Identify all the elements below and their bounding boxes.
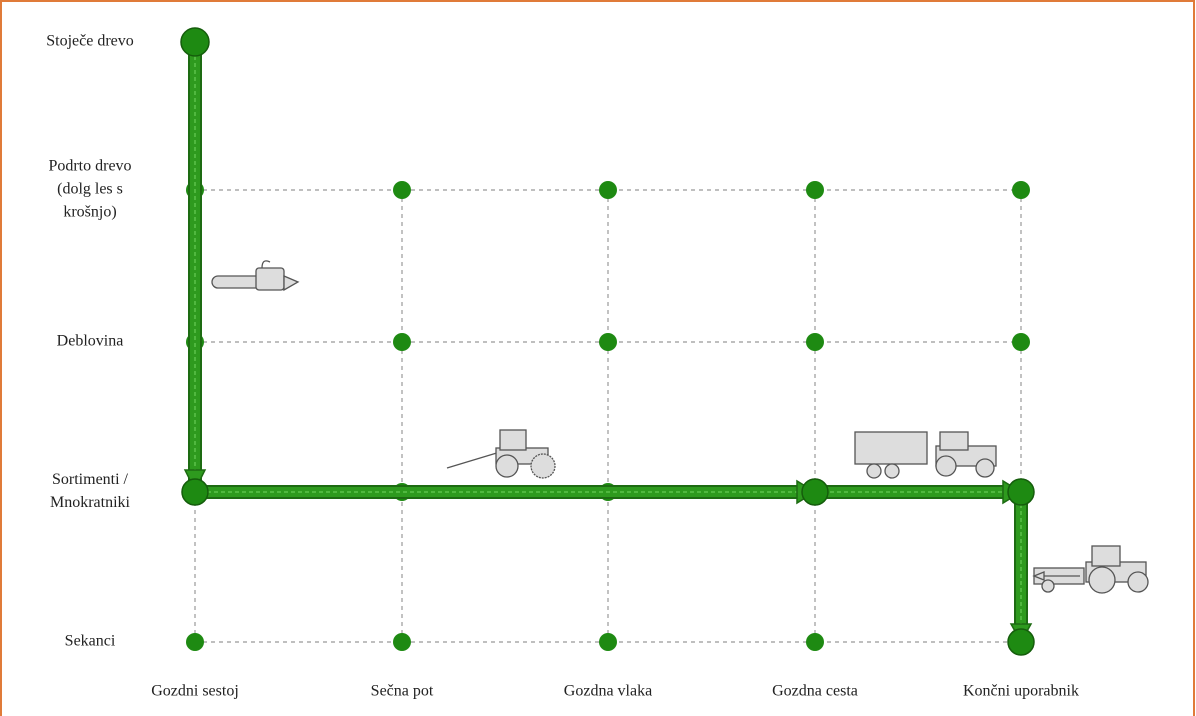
forwarder-icon: [446, 429, 556, 479]
row-label: Mnokratniki: [50, 494, 131, 511]
node: [806, 633, 824, 651]
node: [599, 633, 617, 651]
row-label: Podrto drevo: [48, 158, 131, 175]
column-label: Končni uporabnik: [963, 683, 1079, 700]
node: [599, 333, 617, 351]
node: [393, 633, 411, 651]
node: [393, 333, 411, 351]
row-label: Stoječe drevo: [46, 33, 134, 50]
node: [806, 181, 824, 199]
node: [806, 333, 824, 351]
row-label: Sortimenti /: [52, 471, 129, 488]
column-label: Gozdni sestoj: [151, 683, 239, 700]
truck-icon: [854, 431, 997, 479]
row-label: (dolg les s: [57, 181, 123, 198]
grid: [186, 181, 1030, 651]
node: [186, 633, 204, 651]
node: [599, 181, 617, 199]
row-label: krošnjo): [63, 204, 116, 221]
node: [393, 181, 411, 199]
chainsaw-icon: [211, 260, 300, 292]
column-label: Gozdna cesta: [772, 683, 858, 700]
chipper-icon: [1032, 545, 1149, 594]
node: [1012, 333, 1030, 351]
column-label: Sečna pot: [371, 683, 434, 700]
route: [180, 27, 1035, 656]
column-label: Gozdna vlaka: [564, 683, 652, 700]
row-label: Deblovina: [57, 333, 124, 350]
row-label: Sekanci: [65, 633, 116, 650]
labels: Stoječe drevo Podrto drevo (dolg les s kroš…: [46, 33, 1079, 700]
node: [1012, 181, 1030, 199]
